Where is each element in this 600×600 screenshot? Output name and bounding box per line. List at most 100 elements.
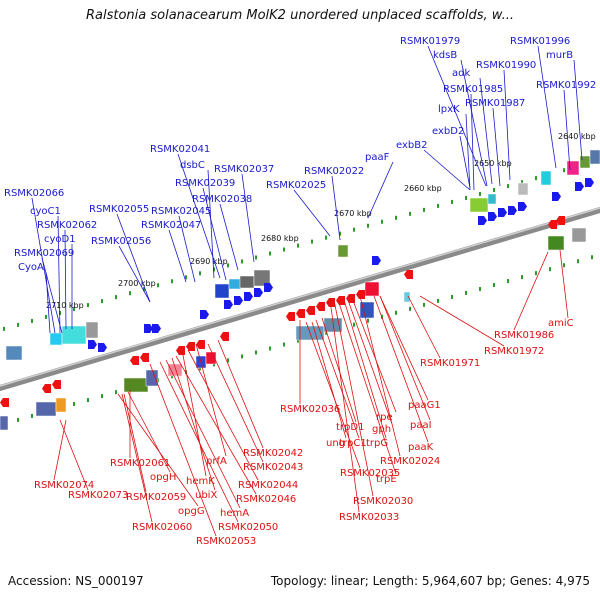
scale-label: 2690 kbp [190,257,228,266]
leader-line [379,295,429,401]
forward-gene-label: RSMK01996 [510,36,570,169]
reverse-gene-label: paaK [373,295,434,453]
gene-block [469,197,489,213]
leader-line [127,391,171,473]
upper-tick-track-tick [297,243,299,248]
reverse-gene-arrow [548,220,557,229]
upper-tick-track-tick [31,318,33,323]
lower-tick-track-tick [395,310,397,315]
lower-tick-track-tick [521,275,523,280]
reverse-gene-label: RSMK02043 [207,343,303,473]
forward-gene-arrow [264,283,273,292]
scale-label: 2660 kbp [404,184,442,193]
reverse-gene-label: RSMK02024 [359,295,440,467]
leader-line [559,249,569,319]
forward-gene-label: RSMK02025 [266,180,331,237]
gene-name: RSMK02056 [91,236,151,247]
upper-tick-track-tick [283,247,285,252]
forward-gene-arrow [224,300,233,309]
leader-line [329,299,360,513]
reverse-gene-arrow [196,340,205,349]
gene-block [205,351,217,365]
leader-line [460,59,488,187]
gene-name: RSMK02039 [175,178,235,189]
gene-name: ung [326,438,345,449]
leader-line [165,359,241,509]
gene-name: trpE [376,474,397,485]
forward-gene-arrow [508,206,517,215]
leader-line [347,299,393,425]
reverse-gene-arrow [356,290,365,299]
gene-name: RSMK02045 [151,206,211,217]
gene-name: ubiX [195,490,217,501]
lower-tick-track-tick [325,330,327,335]
reverse-gene-arrow [176,346,185,355]
reverse-gene-label: trpD1 [321,317,364,433]
forward-gene-label: RSMK01987 [465,98,525,187]
scale-label: 2650 kbp [474,159,512,168]
gene-name: CyoA [18,262,44,273]
upper-tick-track-tick [73,307,75,312]
map-title: Ralstonia solanacearum MolK2 unordered u… [85,8,514,23]
gene-name: RSMK01996 [510,36,570,47]
gene-block [5,345,23,361]
leader-line [331,175,341,241]
leader-line [379,295,431,421]
reverse-gene-label: amiC [548,249,574,329]
gene-name: RSMK01972 [484,346,544,357]
forward-gene-arrow [575,182,584,191]
forward-gene-label: lpxK [438,104,471,191]
reverse-gene-label: trpC1 [315,319,367,449]
gene-block [228,278,242,290]
leader-line [53,419,67,481]
lower-tick-track-tick [353,322,355,327]
reverse-gene-label: RSMK02035 [305,321,400,479]
gene-block [547,235,565,251]
forward-gene-arrow [200,310,209,319]
reverse-gene-label: RSMK02073 [59,419,128,501]
upper-tick-track-tick [171,279,173,284]
lower-tick-track-tick [577,259,579,264]
reverse-gene-label: RSMK01971 [407,295,480,369]
forward-gene-label: murB [546,50,583,161]
gene-name: RSMK02042 [243,448,303,459]
leader-line [423,149,471,191]
leader-line [219,203,239,271]
lower-tick-track-tick [17,417,19,422]
leader-line [168,229,187,283]
upper-tick-track-tick [311,239,313,244]
genome-axis [0,207,600,391]
lower-tick-track-tick [213,362,215,367]
gene-name: RSMK02037 [214,164,274,175]
gene-name: RSMK02024 [380,456,440,467]
gene-name: RSMK01985 [443,84,503,95]
gene-name: adk [452,68,470,79]
upper-tick-track-tick [101,299,103,304]
gene-block [517,182,529,196]
forward-gene-label: RSMK02055 [89,204,151,303]
lower-tick-track-tick [87,398,89,403]
upper-tick-track-tick [17,322,19,327]
leader-line [419,295,505,347]
upper-tick-track-tick [465,195,467,200]
reverse-gene-label: RSMK01986 [494,251,554,341]
leader-line [159,361,239,523]
forward-gene-label: adk [452,68,493,185]
reverse-gene-label: opgG [117,393,205,517]
gene-name: trpC1 [339,438,367,449]
gene-name: RSMK01971 [420,358,480,369]
gene-name: RSMK02033 [339,512,399,523]
leader-line [118,245,151,303]
reverse-gene-label: paaI [379,295,432,431]
gene-name: RSMK02035 [340,468,400,479]
reverse-gene-label: RSMK02044 [187,349,298,491]
lower-tick-track-tick [437,298,439,303]
leader-line [59,419,89,491]
reverse-gene-arrow [130,356,139,365]
leader-line [217,339,264,449]
lower-tick-track-tick [73,402,75,407]
gene-name: RSMK02036 [280,404,340,415]
gene-name: RSMK01987 [465,98,525,109]
gene-name: RSMK02066 [4,188,64,199]
forward-gene-label: RSMK01979 [400,36,487,187]
